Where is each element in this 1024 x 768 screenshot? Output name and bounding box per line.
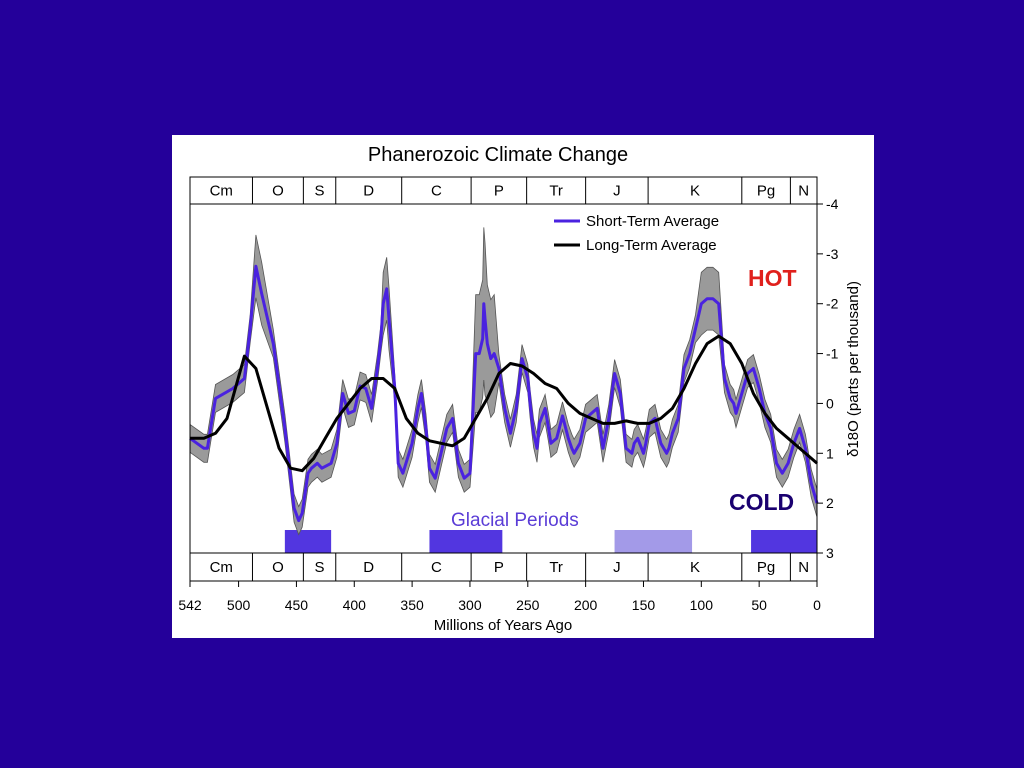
y-tick-label-1: 1 — [826, 445, 834, 461]
period-label-top-j: J — [613, 183, 621, 200]
x-axis-title: Millions of Years Ago — [434, 617, 572, 634]
period-label-top-o: O — [272, 183, 284, 200]
x-tick-label-100: 100 — [690, 597, 714, 613]
glacial-period-bar-1 — [429, 530, 503, 553]
x-tick-label-542: 542 — [178, 597, 202, 613]
y-tick-label--1: -1 — [826, 346, 839, 362]
x-tick-label-50: 50 — [751, 597, 767, 613]
x-tick-label-150: 150 — [632, 597, 656, 613]
phanerozoic-climate-chart: Phanerozoic Climate Change Cm O S D C P Tr J K Pg… — [178, 144, 862, 634]
period-label-bottom-d: D — [363, 559, 374, 576]
hot-annotation: HOT — [748, 265, 797, 291]
legend: Short-Term Average Long-Term Average — [554, 213, 719, 254]
period-label-top-n: N — [798, 183, 809, 200]
long-term-average-line — [190, 334, 818, 473]
x-tick-label-400: 400 — [343, 597, 367, 613]
x-tick-label-300: 300 — [458, 597, 482, 613]
x-tick-label-350: 350 — [400, 597, 424, 613]
period-label-bottom-s: S — [315, 559, 325, 576]
glacial-period-bar-2 — [614, 530, 693, 553]
period-label-top-c: C — [431, 183, 442, 200]
x-tick-label-0: 0 — [813, 597, 821, 613]
y-tick-label--4: -4 — [826, 196, 839, 212]
period-label-bottom-p: P — [494, 559, 504, 576]
y-tick-label--2: -2 — [826, 296, 839, 312]
period-label-top-s: S — [315, 183, 325, 200]
period-label-top-tr: Tr — [549, 183, 563, 200]
y-tick-label-0: 0 — [826, 395, 834, 411]
x-tick-label-500: 500 — [227, 597, 251, 613]
period-label-top-pg: Pg — [757, 183, 775, 200]
period-label-top-cm: Cm — [210, 183, 233, 200]
y-tick-label-3: 3 — [826, 545, 834, 561]
chart-panel: Phanerozoic Climate Change Cm O S D C P Tr J K Pg… — [172, 135, 874, 638]
plot-frame — [189, 203, 818, 554]
y-tick-label-2: 2 — [826, 495, 834, 511]
period-label-top-d: D — [363, 183, 374, 200]
period-label-bottom-cm: Cm — [210, 559, 233, 576]
period-label-bottom-o: O — [272, 559, 284, 576]
period-label-bottom-k: K — [690, 559, 700, 576]
period-label-bottom-n: N — [798, 559, 809, 576]
x-tick-label-200: 200 — [574, 597, 598, 613]
glacial-period-bar-3 — [751, 530, 817, 553]
x-tick-label-250: 250 — [516, 597, 540, 613]
legend-label-long-term: Long-Term Average — [586, 237, 717, 254]
period-label-bottom-pg: Pg — [757, 559, 775, 576]
glacial-periods-label: Glacial Periods — [451, 510, 579, 531]
glacial-period-bar-0 — [284, 530, 332, 553]
period-label-top-p: P — [494, 183, 504, 200]
x-tick-label-450: 450 — [285, 597, 309, 613]
period-label-top-k: K — [690, 183, 700, 200]
y-tick-label--3: -3 — [826, 246, 839, 262]
period-band-top — [189, 176, 818, 205]
period-band-bottom — [189, 552, 818, 582]
short-term-uncertainty-band — [189, 227, 818, 536]
y-axis-title: δ18O (parts per thousand) — [845, 281, 862, 457]
cold-annotation: COLD — [729, 489, 794, 515]
legend-label-short-term: Short-Term Average — [586, 213, 719, 230]
chart-title: Phanerozoic Climate Change — [368, 144, 628, 166]
short-term-average-line — [189, 264, 819, 523]
period-label-bottom-j: J — [613, 559, 621, 576]
period-label-bottom-c: C — [431, 559, 442, 576]
period-label-bottom-tr: Tr — [549, 559, 563, 576]
